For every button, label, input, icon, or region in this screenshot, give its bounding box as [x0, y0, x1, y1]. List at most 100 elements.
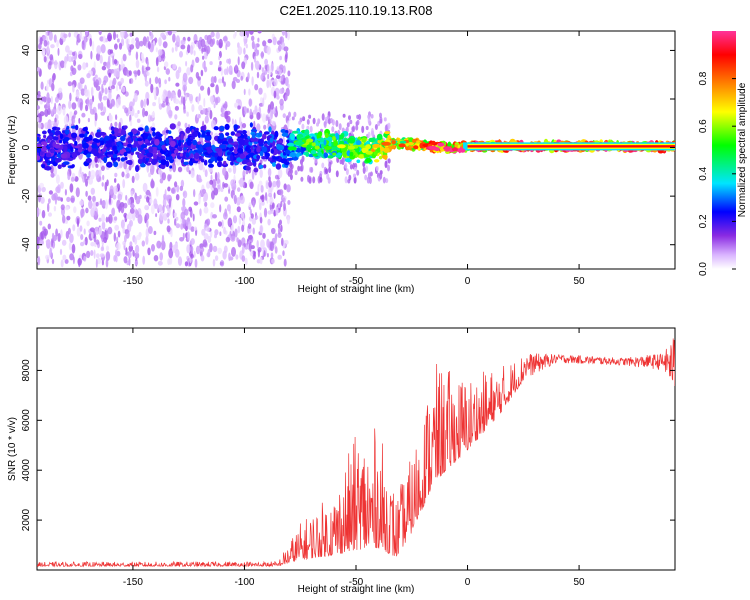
spectrogram-band-cell — [37, 155, 41, 161]
spectrogram-speckle — [218, 38, 223, 49]
spectrogram-speckle — [182, 232, 185, 240]
spectrogram-speckle — [99, 101, 104, 112]
spectrogram-ridge-cell — [337, 144, 346, 149]
spectrogram-band-cell — [41, 145, 46, 149]
spectrogram-speckle — [54, 117, 57, 123]
spectrogram-speckle — [331, 126, 335, 133]
spectrogram-speckle — [177, 256, 183, 266]
spectrogram-speckle — [102, 95, 108, 101]
spectrogram-speckle — [142, 107, 146, 118]
spectrogram-speckle — [92, 195, 96, 203]
spectrogram-speckle — [222, 250, 227, 260]
spectrogram-band-cell — [376, 133, 383, 141]
spectrogram-band-cell — [259, 150, 264, 157]
spectrogram-band-cell — [201, 144, 207, 149]
spectrogram-speckle — [273, 78, 278, 87]
spectrogram-speckle — [277, 203, 281, 209]
spectrogram-speckle — [54, 59, 58, 70]
spectrogram-speckle — [324, 116, 328, 122]
spectrogram-x-tick-label: -50 — [349, 276, 364, 287]
spectrogram-band-cell — [131, 148, 135, 153]
spectrogram-speckle — [330, 118, 333, 124]
spectrogram-speckle — [279, 64, 284, 70]
spectrogram-band-cell — [374, 159, 380, 163]
spectrogram-band-cell — [328, 141, 332, 148]
spectrogram-speckle — [302, 116, 306, 122]
spectrogram-speckle — [174, 98, 180, 105]
spectrogram-speckle — [94, 112, 98, 122]
spectrogram-speckle — [210, 82, 215, 88]
spectrogram-speckle — [267, 218, 271, 226]
spectrogram-speckle — [379, 172, 383, 180]
spectrogram-speckle — [135, 51, 139, 61]
spectrogram-speckle — [161, 103, 166, 108]
spectrogram-speckle — [288, 111, 291, 118]
spectrogram-speckle — [66, 196, 71, 202]
spectrogram-band-cell — [109, 134, 113, 138]
spectrogram-speckle — [190, 226, 195, 232]
spectrogram-speckle — [370, 114, 374, 119]
spectrogram-band-cell — [40, 150, 44, 156]
spectrogram-band-cell — [312, 153, 319, 157]
spectrogram-speckle — [86, 97, 90, 107]
spectrogram-speckle — [134, 252, 140, 259]
snr-y-tick-label: 6000 — [21, 409, 32, 432]
spectrogram-speckle — [114, 172, 118, 178]
spectrogram-speckle — [146, 71, 150, 76]
spectrogram-speckle — [68, 100, 72, 110]
spectrogram-speckle — [268, 192, 273, 198]
spectrogram-speckle — [113, 232, 117, 242]
spectrogram-speckle — [90, 169, 96, 179]
spectrogram-speckle — [101, 65, 107, 71]
spectrogram-speckle — [267, 38, 273, 44]
spectrogram-speckle — [209, 179, 214, 185]
spectrogram-band-cell — [335, 154, 341, 158]
spectrogram-band-cell — [120, 135, 126, 142]
spectrogram-speckle — [319, 177, 323, 183]
spectrogram-speckle — [169, 241, 173, 251]
spectrogram-speckle — [146, 163, 150, 173]
spectrogram-speckle — [122, 53, 127, 62]
spectrogram-speckle — [90, 207, 95, 218]
spectrogram-speckle — [101, 200, 106, 207]
spectrogram-speckle — [344, 176, 348, 184]
spectrogram-speckle — [326, 173, 330, 180]
spectrogram-speckle — [79, 200, 85, 206]
spectrogram-speckle — [240, 212, 244, 219]
spectrogram-speckle — [165, 68, 170, 75]
spectrogram-speckle — [129, 219, 134, 227]
spectrogram-speckle — [310, 166, 314, 173]
spectrogram-speckle — [283, 183, 287, 190]
spectrogram-band-cell — [43, 142, 48, 147]
spectrogram-x-label: Height of straight line (km) — [298, 284, 415, 295]
spectrogram-band-cell — [256, 146, 261, 153]
spectrogram-speckle — [102, 35, 106, 44]
spectrogram-speckle — [139, 194, 142, 200]
snr-x-label: Height of straight line (km) — [298, 584, 415, 595]
spectrogram-band-cell — [236, 130, 244, 134]
spectrogram-speckle — [148, 172, 152, 178]
spectrogram-speckle — [266, 253, 269, 258]
spectrogram-speckle — [95, 201, 99, 207]
spectrogram-speckle — [201, 188, 207, 194]
spectrogram-band-cell — [226, 144, 233, 148]
spectrogram-speckle — [51, 232, 55, 241]
spectrogram-speckle — [95, 52, 101, 61]
spectrogram-speckle — [190, 253, 194, 259]
spectrogram-ridge-cell — [314, 145, 320, 150]
spectrogram-speckle — [323, 120, 327, 129]
spectrogram-speckle — [177, 121, 181, 127]
spectrogram-speckle — [206, 218, 211, 226]
spectrogram-speckle — [177, 166, 183, 173]
spectrogram-ridge-cell — [372, 143, 381, 148]
spectrogram-speckle — [116, 236, 119, 243]
spectrogram-speckle — [172, 33, 176, 43]
spectrogram-speckle — [286, 184, 291, 193]
spectrogram-band-cell — [454, 144, 459, 148]
spectrogram-speckle — [56, 39, 59, 48]
spectrogram-speckle — [293, 111, 297, 118]
spectrogram-band-cell — [94, 156, 98, 163]
spectrogram-speckle — [95, 79, 100, 87]
spectrogram-band-cell — [256, 154, 261, 160]
spectrogram-band-cell — [201, 131, 206, 138]
